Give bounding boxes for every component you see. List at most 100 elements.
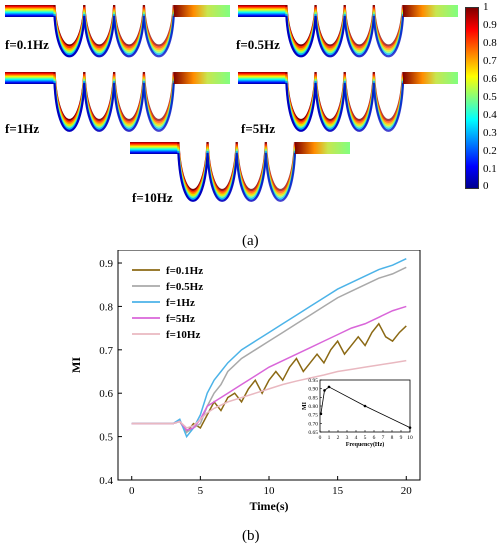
colorbar-tick: 0.2 bbox=[483, 145, 497, 157]
inset-x-tick-label: 8 bbox=[391, 435, 394, 441]
colorbar-tick: 0.1 bbox=[483, 163, 497, 175]
colorbar-tick: 1 bbox=[483, 1, 489, 13]
channel-plot bbox=[5, 4, 230, 58]
panel-b: 0 5 10 15 20 0.4 0.5 0.6 0.7 0.8 0.9 Time(s) MI f=0.… bbox=[0, 250, 503, 550]
panel-a-label: (a) bbox=[242, 233, 259, 249]
channel-streamline bbox=[113, 82, 146, 132]
channel-plot bbox=[238, 71, 458, 132]
inset-y-tick-label: 0.85 bbox=[308, 395, 318, 401]
inset-y-tick-label: 0.65 bbox=[308, 430, 318, 436]
x-tick-label: 0 bbox=[129, 485, 135, 497]
y-tick-label: 0.4 bbox=[99, 475, 113, 487]
channel-streamline bbox=[343, 82, 375, 132]
channel-plot bbox=[238, 4, 458, 58]
colorbar bbox=[465, 7, 479, 189]
series-line bbox=[131, 359, 407, 429]
x-tick-label: 5 bbox=[198, 485, 204, 497]
inset-x-tick-label: 7 bbox=[382, 435, 385, 441]
freq-label-5hz: f=5Hz bbox=[240, 121, 277, 137]
y-tick-label: 0.6 bbox=[99, 388, 113, 400]
panel-b-label: (b) bbox=[242, 528, 260, 544]
legend-label: f=0.5Hz bbox=[166, 281, 203, 293]
channel-streamline bbox=[372, 82, 405, 132]
channel-streamline bbox=[113, 15, 146, 58]
channel-streamline bbox=[314, 82, 346, 132]
channel-plot bbox=[130, 141, 350, 202]
x-tick-label: 15 bbox=[332, 485, 344, 497]
inset-data-point bbox=[408, 426, 412, 429]
y-tick-label: 0.7 bbox=[99, 345, 113, 357]
inset-y-tick-label: 0.80 bbox=[308, 404, 318, 410]
colorbar-tick: 0.9 bbox=[483, 19, 497, 31]
freq-label-1hz: f=1Hz bbox=[4, 121, 41, 137]
inset-y-tick-label: 0.95 bbox=[308, 378, 318, 384]
inlet-channel bbox=[238, 72, 287, 84]
inset-y-tick-label: 0.70 bbox=[308, 421, 318, 427]
channel-streamline bbox=[285, 15, 317, 58]
inset-y-tick-label: 0.75 bbox=[308, 413, 318, 419]
inset-x-tick-label: 1 bbox=[328, 435, 331, 441]
y-tick-label: 0.5 bbox=[99, 432, 113, 444]
channel-streamline bbox=[343, 15, 375, 58]
x-tick-label: 10 bbox=[264, 485, 276, 497]
colorbar-ticks: 1 0.9 0.8 0.7 0.6 0.5 0.4 0.3 0.2 0.1 0 bbox=[483, 0, 503, 200]
channel-streamline bbox=[206, 152, 238, 202]
colorbar-tick: 0.4 bbox=[483, 109, 497, 121]
inset-x-tick-label: 9 bbox=[400, 435, 403, 441]
inset-x-tick-label: 6 bbox=[373, 435, 376, 441]
inlet-channel bbox=[5, 72, 55, 84]
outlet-channel bbox=[295, 142, 350, 154]
outlet-channel bbox=[173, 72, 230, 84]
inlet-channel bbox=[5, 5, 55, 17]
freq-label-10hz: f=10Hz bbox=[131, 190, 174, 206]
y-tick-label: 0.9 bbox=[99, 258, 113, 270]
freq-label-0-5hz: f=0.5Hz bbox=[235, 37, 281, 53]
channel-streamline bbox=[285, 82, 317, 132]
channel-streamline bbox=[264, 152, 297, 202]
outlet-channel bbox=[173, 5, 230, 17]
colorbar-tick: 0.6 bbox=[483, 73, 497, 85]
colorbar-tick: 0 bbox=[483, 180, 489, 192]
legend-label: f=0.1Hz bbox=[166, 265, 203, 277]
freq-label-0-1hz: f=0.1Hz bbox=[4, 37, 50, 53]
x-axis-label: Time(s) bbox=[249, 499, 288, 513]
outlet-channel bbox=[403, 5, 458, 17]
inset-data-point bbox=[363, 404, 367, 408]
inlet-channel bbox=[130, 142, 179, 154]
colorbar-tick: 0.7 bbox=[483, 55, 497, 67]
panel-a: f=0.1Hz f=0.5Hz f=1Hz f=5Hz f=10Hz 1 0.9… bbox=[0, 0, 503, 250]
inset-y-tick-label: 0.90 bbox=[308, 387, 318, 393]
inset-x-axis-label: Frequency(Hz) bbox=[346, 441, 385, 448]
series-line bbox=[131, 258, 407, 439]
colorbar-tick: 0.3 bbox=[483, 127, 497, 139]
inlet-channel bbox=[238, 5, 287, 17]
inset-x-tick-label: 5 bbox=[364, 435, 367, 441]
channel-streamline bbox=[235, 152, 267, 202]
colorbar-tick: 0.5 bbox=[483, 91, 497, 103]
channel-streamline bbox=[142, 82, 175, 132]
legend-label: f=1Hz bbox=[166, 297, 195, 309]
inset-x-tick-label: 2 bbox=[337, 435, 340, 441]
inset-x-tick-label: 0 bbox=[319, 435, 322, 441]
inset-x-tick-label: 3 bbox=[346, 435, 349, 441]
x-tick-label: 20 bbox=[401, 485, 413, 497]
colorbar-tick: 0.8 bbox=[483, 37, 497, 49]
inset-y-axis-label: MI bbox=[302, 401, 308, 410]
channel-streamline bbox=[53, 15, 86, 58]
inset-data-point bbox=[323, 389, 326, 392]
y-tick-label: 0.8 bbox=[99, 301, 113, 313]
inset-x-tick-label: 4 bbox=[355, 435, 358, 441]
inset-data-point bbox=[319, 412, 323, 416]
series-line bbox=[131, 305, 407, 431]
legend-label: f=5Hz bbox=[166, 313, 195, 325]
channel-streamline bbox=[83, 82, 116, 132]
outlet-channel bbox=[403, 72, 458, 84]
channel-streamline bbox=[177, 152, 209, 202]
channel-plot bbox=[5, 71, 230, 132]
channel-streamline bbox=[314, 15, 346, 58]
inset-data-point bbox=[327, 385, 331, 389]
channel-plots bbox=[5, 4, 458, 202]
channel-streamline bbox=[53, 82, 86, 132]
inset-x-tick-label: 10 bbox=[407, 435, 413, 441]
